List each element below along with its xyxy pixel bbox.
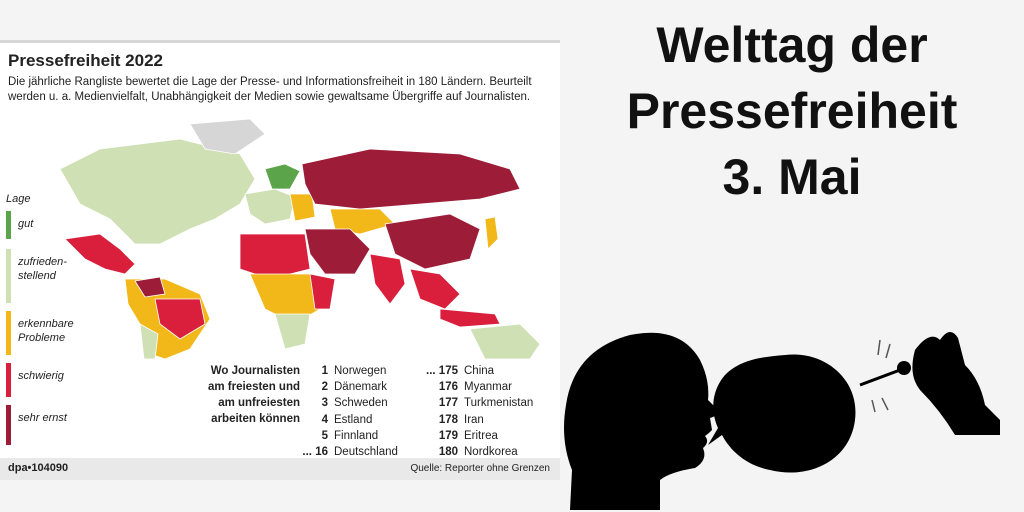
rank-number: 3	[321, 397, 328, 410]
ranking-row: 179 Eritrea	[420, 428, 533, 444]
rank-number: 5	[321, 429, 328, 442]
infographic-title: Pressefreiheit 2022	[8, 51, 163, 70]
ranking-bottom-list: ... 175 China 176 Myanmar 177 Turkmenistan …	[420, 363, 533, 460]
legend-item-zufriedenstellend: zufrieden-stellend	[6, 249, 86, 303]
rank-number: 2	[321, 381, 328, 394]
speech-bubble-icon	[708, 354, 856, 473]
legend-swatch-schwierig	[6, 363, 11, 397]
map-russia	[301, 148, 521, 210]
rank-number: 180	[438, 446, 458, 459]
infographic-footer: dpa•104090 Quelle: Reporter ohne Grenzen	[0, 458, 560, 480]
legend-item-erkennbare-probleme: erkennbare Probleme	[6, 311, 86, 355]
rank-number: 1	[321, 365, 328, 377]
source-label: Quelle: Reporter ohne Grenzen	[410, 463, 550, 474]
world-map	[59, 118, 541, 359]
legend-label-gut: gut	[18, 218, 34, 230]
legend-item-schwierig: schwierig	[6, 363, 86, 397]
ranking-heading: Wo Journalisten am freiesten und am unfr…	[207, 365, 300, 425]
map-southern-africa	[274, 313, 311, 350]
map-kazakhstan	[329, 208, 396, 235]
ranking-row: ... 175 China	[420, 363, 533, 379]
rank-country: Nordkorea	[464, 446, 518, 459]
ranking-row: 180 Nordkorea	[420, 444, 533, 460]
head-silhouette-icon	[564, 332, 719, 510]
rank-number: 178	[438, 413, 458, 426]
rank-number: 179	[438, 429, 458, 442]
legend-label-schwierig: schwierig	[18, 370, 64, 382]
rank-country: Deutschland	[334, 446, 398, 459]
headline-line-1: Welttag der	[656, 17, 928, 73]
legend-label-zufriedenstellend: zufrieden-stellend	[18, 256, 67, 282]
rank-number: ... 175	[426, 365, 458, 377]
ranking-row: 3 Schweden	[290, 395, 398, 411]
rank-country: Iran	[464, 413, 484, 426]
press-freedom-infographic: Pressefreiheit 2022 Die jährliche Rangli…	[0, 40, 560, 480]
ranking-row: 5 Finnland	[290, 428, 398, 444]
legend-swatch-gut	[6, 211, 11, 239]
rank-number: 4	[321, 413, 328, 426]
headline: Welttag der Pressefreiheit 3. Mai	[560, 12, 1024, 210]
legend-label-sehr-ernst: sehr ernst	[18, 412, 67, 424]
map-scandinavia	[264, 163, 301, 190]
map-east-africa	[309, 273, 336, 310]
pin-needle-icon	[859, 368, 901, 387]
rank-country: Schweden	[334, 397, 388, 410]
legend-label-erkennbare-probleme: erkennbare Probleme	[18, 318, 74, 344]
ranking-row: ... 16 Deutschland	[290, 444, 398, 460]
rank-country: China	[464, 365, 495, 377]
ranking-row: 2 Dänemark	[290, 379, 398, 395]
speech-illustration	[564, 331, 1000, 510]
headline-line-3: 3. Mai	[722, 149, 862, 205]
legend-swatch-sehr-ernst	[6, 405, 11, 445]
legend-item-gut: gut	[6, 211, 86, 239]
ranking-row: 176 Myanmar	[420, 379, 533, 395]
map-north-america	[59, 138, 256, 245]
burst-marks-icon	[871, 339, 891, 413]
headline-line-2: Pressefreiheit	[626, 83, 958, 139]
map-eastern-europe	[289, 193, 316, 222]
rank-number: 177	[438, 397, 458, 410]
map-australia	[469, 323, 541, 359]
map-middle-east	[304, 228, 371, 275]
rank-country: Dänemark	[334, 381, 388, 394]
map-chile-argentina	[139, 323, 159, 359]
ranking-row: 4 Estland	[290, 412, 398, 428]
rank-country: Estland	[334, 413, 373, 426]
rank-country: Myanmar	[464, 381, 512, 394]
legend-heading: Lage	[6, 193, 31, 205]
map-brazil	[154, 298, 206, 340]
map-legend: Lage gut zufrieden-stellend erkennbare P…	[6, 193, 86, 445]
rank-country: Turkmenistan	[464, 397, 534, 410]
map-japan	[484, 216, 499, 250]
map-india	[369, 253, 406, 305]
legend-item-sehr-ernst: sehr ernst	[6, 405, 86, 445]
map-china	[384, 213, 481, 270]
map-north-africa	[239, 233, 311, 280]
map-western-europe	[244, 188, 296, 225]
ranking-top-list: 1 Norwegen 2 Dänemark 3 Schweden 4 Estland 5…	[290, 363, 398, 460]
ranking-row: 178 Iran	[420, 412, 533, 428]
rank-number: ... 16	[302, 446, 328, 459]
rank-country: Eritrea	[464, 429, 498, 442]
map-southeast-asia	[409, 268, 461, 310]
ranking-row: 1 Norwegen	[290, 363, 398, 379]
map-mexico	[64, 233, 136, 275]
rank-country: Norwegen	[334, 365, 387, 377]
map-indonesia	[439, 308, 501, 328]
legend-swatch-zufriedenstellend	[6, 249, 11, 303]
map-venezuela	[134, 276, 166, 298]
pin-head-icon	[897, 361, 911, 375]
hand-icon	[912, 331, 1000, 435]
legend-swatch-erkennbare-probleme	[6, 311, 11, 355]
credit-label: dpa•104090	[8, 462, 69, 474]
map-greenland	[189, 118, 266, 155]
rank-country: Finnland	[334, 429, 379, 442]
infographic-subtitle: Die jährliche Rangliste bewertet die Lag…	[8, 76, 532, 103]
ranking-row: 177 Turkmenistan	[420, 395, 533, 411]
rank-number: 176	[438, 381, 458, 394]
